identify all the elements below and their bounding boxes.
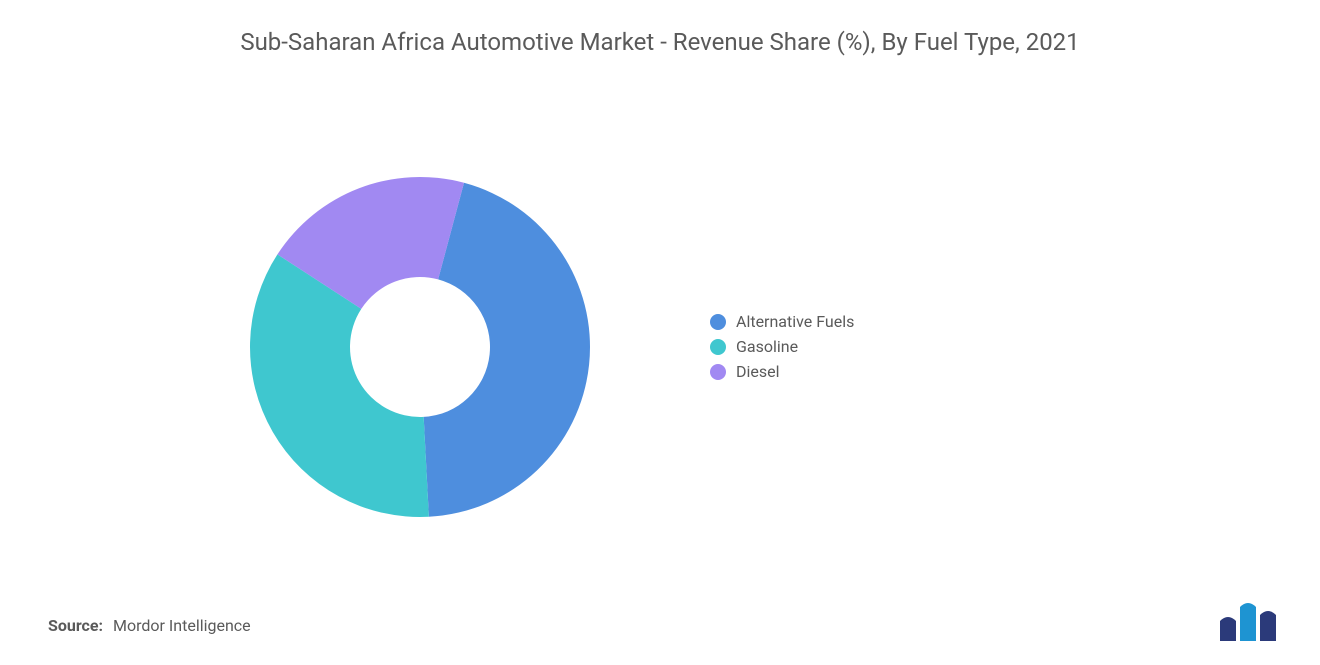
chart-container: Sub-Saharan Africa Automotive Market - R…: [0, 0, 1320, 665]
legend-swatch: [710, 339, 726, 355]
logo-bar: [1260, 611, 1276, 641]
legend-item-alternative-fuels: Alternative Fuels: [710, 312, 854, 331]
logo-bar: [1220, 617, 1236, 641]
legend-swatch: [710, 364, 726, 380]
source-line: Source: Mordor Intelligence: [48, 616, 251, 635]
chart-title: Sub-Saharan Africa Automotive Market - R…: [240, 26, 1079, 58]
legend-label: Diesel: [736, 362, 780, 381]
donut-svg: [230, 157, 610, 537]
source-label: Source:: [48, 616, 103, 635]
legend-item-gasoline: Gasoline: [710, 337, 854, 356]
logo-bar: [1240, 603, 1256, 641]
legend-label: Alternative Fuels: [736, 312, 854, 331]
legend-item-diesel: Diesel: [710, 362, 854, 381]
legend: Alternative Fuels Gasoline Diesel: [710, 312, 854, 381]
donut-chart: [160, 157, 680, 537]
legend-label: Gasoline: [736, 337, 798, 356]
legend-swatch: [710, 314, 726, 330]
chart-row: Alternative Fuels Gasoline Diesel: [40, 68, 1280, 625]
brand-logo: [1220, 597, 1280, 641]
source-value: Mordor Intelligence: [113, 616, 251, 635]
